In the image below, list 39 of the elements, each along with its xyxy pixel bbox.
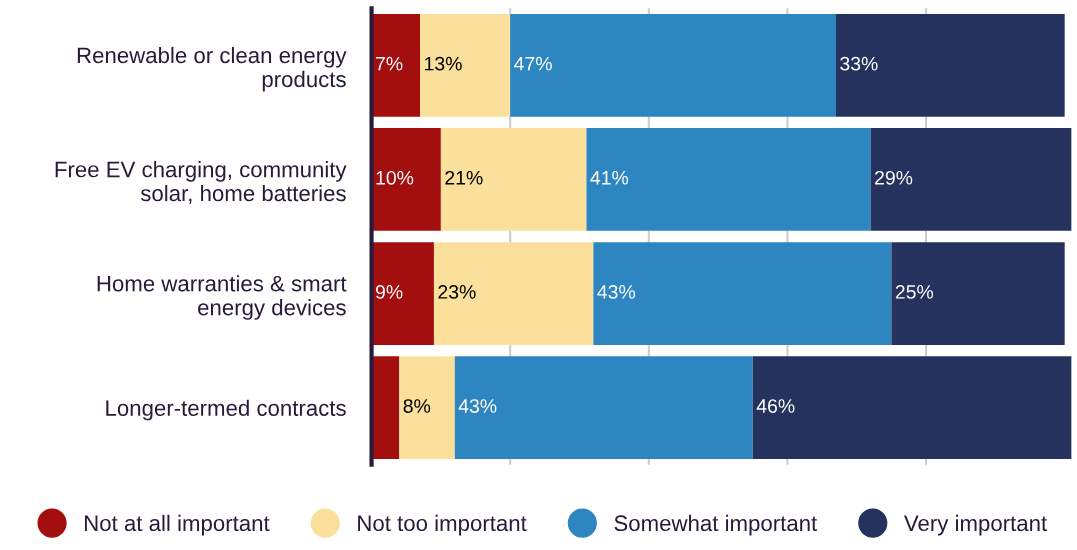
- y-tick-label: Renewable or clean energy products: [77, 46, 347, 92]
- y-tick-label: Longer-termed contracts: [106, 399, 346, 421]
- bar: [371, 356, 400, 460]
- bar: [371, 128, 441, 231]
- legend-label: Not too important: [358, 514, 527, 536]
- data-label: 25%: [895, 285, 934, 299]
- bar: [870, 128, 1072, 231]
- bar: [593, 242, 892, 345]
- data-label: 9%: [375, 285, 403, 299]
- data-label: 7%: [376, 56, 403, 71]
- data-label: 29%: [875, 170, 913, 185]
- data-label: 41%: [590, 170, 629, 185]
- data-label: 23%: [438, 285, 476, 299]
- bar: [454, 356, 753, 460]
- bar: [371, 13, 421, 117]
- data-label: 13%: [425, 56, 462, 71]
- bar: [891, 242, 1065, 345]
- y-tick-label: Home warranties & smart energy devices: [97, 275, 347, 320]
- data-label: 43%: [597, 285, 636, 299]
- bar: [420, 13, 511, 117]
- data-label: 46%: [756, 399, 795, 413]
- legend-label: Not at all important: [85, 514, 270, 536]
- bar: [440, 128, 587, 231]
- bar: [510, 13, 836, 117]
- bar: [835, 13, 1065, 117]
- y-tick-label: Free EV charging, community solar, home batteries: [55, 161, 347, 204]
- data-label: 10%: [376, 170, 414, 185]
- bar: [399, 356, 455, 460]
- bar: [586, 128, 871, 231]
- bar: [752, 356, 1072, 460]
- data-label: 47%: [514, 56, 552, 71]
- legend-label: Very important: [903, 514, 1047, 536]
- data-label: 33%: [840, 56, 878, 71]
- bar: [371, 242, 434, 345]
- data-label: 8%: [403, 399, 431, 413]
- data-label: 21%: [445, 170, 483, 185]
- bar: [433, 242, 594, 345]
- legend-label: Somewhat important: [614, 514, 818, 536]
- data-label: 43%: [458, 399, 497, 413]
